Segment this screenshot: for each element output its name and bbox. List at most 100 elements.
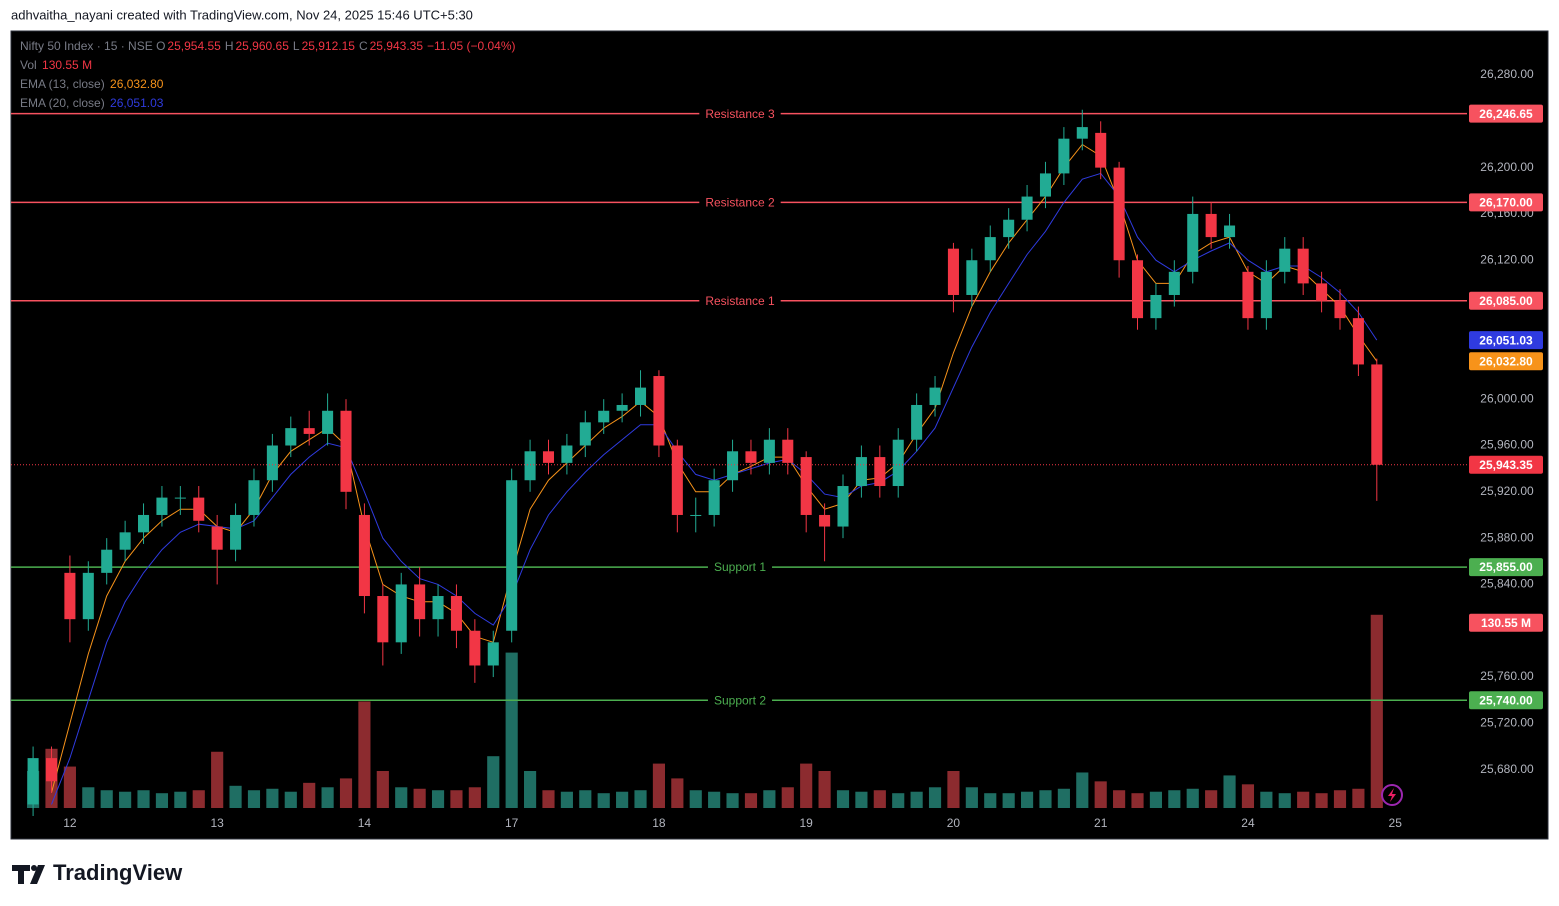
- candle-body: [82, 572, 94, 620]
- volume-bar: [266, 788, 279, 808]
- volume-bar: [376, 771, 389, 808]
- candle-body: [598, 410, 610, 423]
- candle-body: [874, 457, 886, 487]
- volume-bar: [1168, 790, 1181, 808]
- candle-body: [947, 248, 959, 295]
- y-tick-label: 25,760.00: [1480, 669, 1534, 683]
- candle-body: [1297, 248, 1309, 284]
- credit: adhvaitha_nayani created with TradingVie…: [11, 7, 473, 22]
- candle-body: [395, 584, 407, 643]
- candle-body: [635, 387, 647, 405]
- level-name-bg: [699, 292, 781, 309]
- volume-bar: [1020, 791, 1034, 808]
- volume-bar: [1076, 772, 1089, 808]
- candle-body: [506, 480, 518, 631]
- volume-bar: [450, 790, 463, 808]
- volume-bar: [634, 790, 647, 808]
- legend-key: L: [292, 39, 300, 53]
- volume-bar: [579, 790, 592, 808]
- level-value-label-bg: [1469, 691, 1543, 710]
- candle-body: [303, 428, 315, 434]
- level-value-label: 26,170.00: [1479, 196, 1533, 210]
- candle-body: [819, 514, 831, 527]
- volume-bar: [524, 771, 537, 808]
- y-tick-label: 25,720.00: [1480, 716, 1534, 730]
- candle-body: [322, 410, 334, 434]
- y-tick-label: 25,960.00: [1480, 438, 1534, 452]
- volume-bar: [505, 652, 518, 808]
- y-tick-label: 26,120.00: [1480, 252, 1534, 266]
- level-name-bg: [707, 692, 773, 709]
- volume-bar: [1057, 788, 1070, 808]
- volume-bar: [542, 790, 555, 808]
- volume-bar: [947, 771, 960, 808]
- candle-body: [211, 526, 223, 550]
- level-value-label: 26,246.65: [1479, 107, 1533, 121]
- legend-row: EMA (20, close) 26,051.03: [20, 94, 520, 113]
- legend: Nifty 50 Index · 15 · NSE O 25,954.55 H 25,…: [20, 37, 520, 113]
- candle-body: [119, 532, 131, 550]
- candle-body: [266, 445, 278, 481]
- volume-bar: [1278, 793, 1291, 808]
- volume-bar: [560, 791, 573, 808]
- candle-body: [892, 439, 904, 487]
- legend-value: 25,943.35: [369, 39, 424, 53]
- level-value-label: 25,740.00: [1479, 693, 1533, 707]
- candle-body: [911, 404, 923, 440]
- candle-body: [45, 758, 58, 782]
- candle-body: [285, 428, 297, 446]
- candle-body: [1352, 318, 1364, 365]
- candle-body: [1334, 300, 1346, 319]
- legend-value: 26,051.03: [110, 96, 164, 110]
- candle-body: [1039, 173, 1051, 197]
- candle-body: [193, 497, 205, 521]
- level-name: Resistance 2: [705, 196, 775, 210]
- candle-body: [727, 451, 739, 481]
- candle-body: [358, 514, 370, 597]
- plot-area: 12 13 14 17 18 19 20 21 24 25 25,680.00 25,720.00 25…: [11, 67, 1543, 830]
- level-name: Support 2: [714, 693, 766, 707]
- candle-body: [64, 572, 76, 620]
- volume-bar: [726, 793, 739, 808]
- volume-bar: [744, 793, 758, 808]
- level-name-bg: [707, 559, 773, 576]
- candle-body: [1279, 248, 1291, 272]
- volume-bar: [100, 790, 113, 808]
- legend-key: Vol: [20, 58, 37, 72]
- volume-bar: [1241, 784, 1255, 808]
- volume-bar: [616, 791, 629, 808]
- level-name: Resistance 1: [705, 294, 775, 308]
- candle-body: [1371, 364, 1383, 465]
- candle-body: [1316, 283, 1328, 301]
- candle-body: [1058, 138, 1070, 174]
- chart-panel: [10, 30, 1549, 840]
- x-tick-label: 20: [947, 816, 961, 830]
- volume-bar: [487, 756, 500, 808]
- ema-value-label-bg: [1469, 352, 1543, 371]
- volume-bar: [892, 793, 905, 808]
- volume-bar: [1113, 790, 1126, 808]
- candle-body: [561, 445, 573, 463]
- candle-body: [653, 376, 665, 446]
- candle-body: [1150, 294, 1162, 319]
- level-value-label-bg: [1469, 104, 1543, 123]
- candle-body: [616, 404, 628, 411]
- volume-label-bg: [1469, 613, 1543, 632]
- brand: TradingView: [53, 860, 183, 885]
- candle-body: [450, 596, 462, 631]
- volume-bar: [1149, 791, 1162, 808]
- legend-key: H: [224, 39, 234, 53]
- level-value-label-bg: [1469, 558, 1543, 577]
- volume-bar: [1002, 793, 1015, 808]
- legend-key: O: [156, 39, 166, 53]
- candle-body: [579, 422, 591, 446]
- level-name: Support 1: [714, 560, 766, 574]
- candle-body: [524, 451, 536, 481]
- candle-body: [432, 596, 444, 620]
- volume-bar: [82, 787, 95, 808]
- volume-bar: [1039, 790, 1052, 808]
- candle-body: [138, 514, 150, 533]
- legend-key: EMA (13, close): [20, 77, 105, 91]
- change: −11.05 (−0.04%): [427, 39, 516, 53]
- y-tick-label: 25,880.00: [1480, 530, 1534, 544]
